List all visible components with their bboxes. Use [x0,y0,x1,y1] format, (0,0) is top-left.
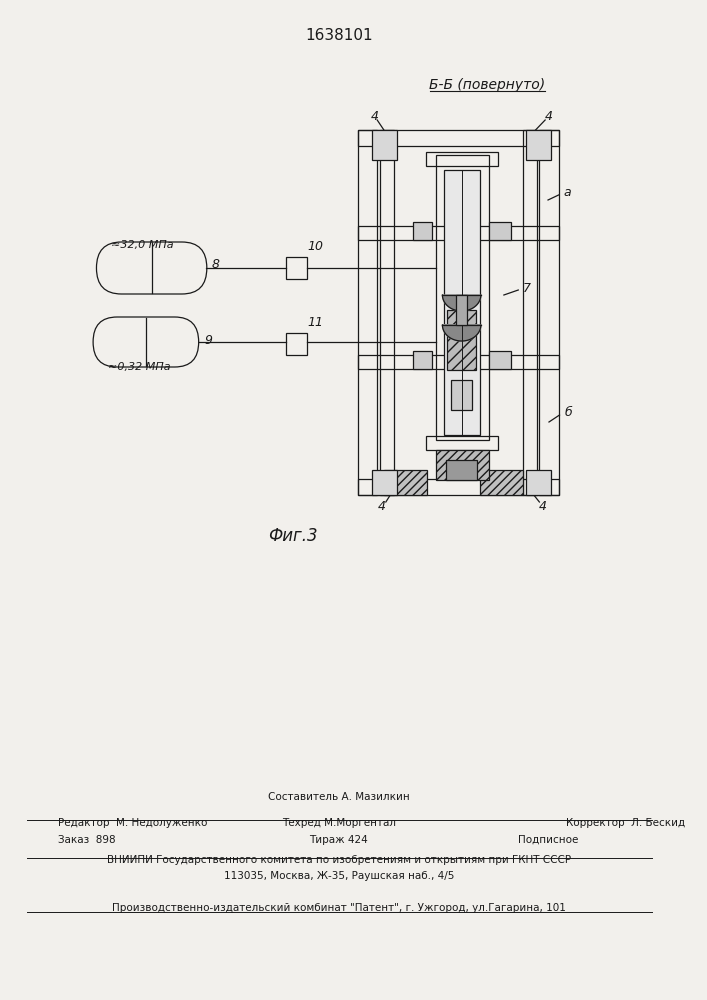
Bar [445,170,480,435]
Text: а: а [563,186,571,200]
Text: ≈0,32 МПа: ≈0,32 МПа [108,362,170,372]
Text: Редактор  М. Недолуженко: Редактор М. Недолуженко [57,818,207,828]
Bar [448,310,476,370]
Bar [413,222,432,240]
Bar [446,460,477,480]
Text: Тираж 424: Тираж 424 [310,835,368,845]
Bar [358,130,378,495]
Text: Составитель А. Мазилкин: Составитель А. Мазилкин [268,792,409,802]
Text: 4: 4 [545,109,553,122]
Polygon shape [443,325,481,341]
Text: Техред М.Моргентал: Техред М.Моргентал [282,818,396,828]
Text: 10: 10 [307,240,323,253]
Text: ≈32,0 МПа: ≈32,0 МПа [111,240,173,250]
Text: Заказ  898: Заказ 898 [57,835,115,845]
Text: Фиг.3: Фиг.3 [268,527,317,545]
Text: Б-Б (повернуто): Б-Б (повернуто) [429,78,546,92]
Bar [456,295,467,325]
Bar [358,355,559,369]
Text: 7: 7 [523,282,531,294]
Text: Производственно-издательский комбинат "Патент", г. Ужгород, ул.Гагарина, 101: Производственно-издательский комбинат "П… [112,903,566,913]
Bar [436,155,489,440]
Bar [539,130,559,495]
Bar [358,479,559,495]
Bar [526,130,551,160]
Bar [373,470,397,495]
Bar [426,436,498,450]
Text: 1638101: 1638101 [305,27,373,42]
Text: 9: 9 [204,334,212,347]
Bar [436,450,489,480]
Bar [358,130,559,146]
Polygon shape [443,295,481,311]
Bar [413,351,432,369]
Text: 11: 11 [307,316,323,329]
Text: 8: 8 [211,258,219,271]
Text: б: б [564,406,572,420]
Text: 4: 4 [370,109,378,122]
Bar [380,130,394,495]
Bar [489,351,510,369]
Text: 4: 4 [378,500,386,514]
Text: Корректор  Л. Бескид: Корректор Л. Бескид [566,818,685,828]
Bar [286,333,307,355]
Bar [286,257,307,279]
Text: Подписное: Подписное [518,835,578,845]
Text: 113035, Москва, Ж-35, Раушская наб., 4/5: 113035, Москва, Ж-35, Раушская наб., 4/5 [223,871,454,881]
Bar [426,152,498,166]
Bar [526,470,551,495]
Bar [373,130,397,160]
Bar [523,130,537,495]
Text: ВНИИПИ Государственного комитета по изобретениям и открытиям при ГКНТ СССР: ВНИИПИ Государственного комитета по изоб… [107,855,571,865]
Bar [451,380,472,410]
Text: 4: 4 [539,500,547,514]
Bar [384,470,427,495]
Bar [358,226,559,240]
Bar [489,222,510,240]
Bar [480,470,523,495]
